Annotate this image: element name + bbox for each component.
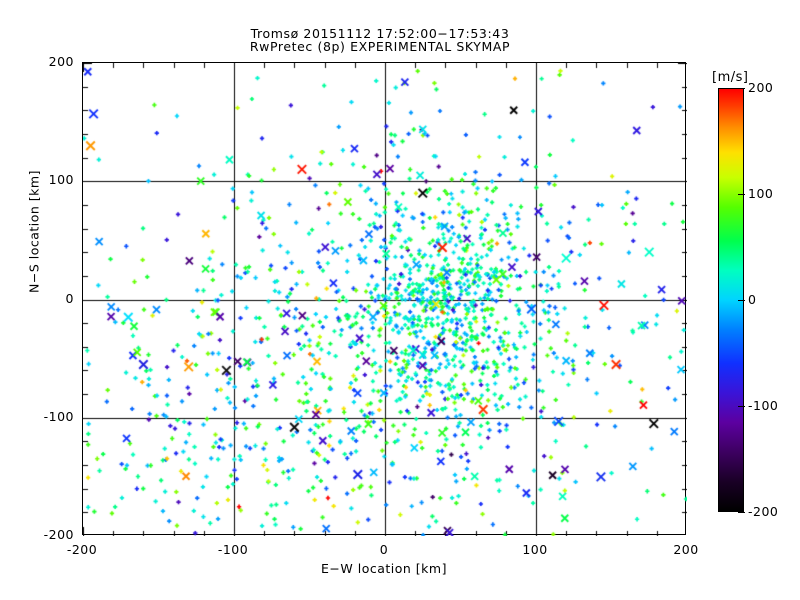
- title-line-1: Tromsø 20151112 17:52:00−17:53:43: [250, 26, 510, 41]
- scatter-plot-canvas: [83, 63, 687, 536]
- colorbar-tick-mark: [738, 88, 745, 89]
- x-tick-label: 200: [673, 542, 699, 557]
- colorbar-tick-mark: [738, 406, 745, 407]
- title-line-2: RwPretec (8p) EXPERIMENTAL SKYMAP: [249, 39, 511, 54]
- plot-area: [82, 62, 687, 536]
- colorbar-tick-label: 200: [748, 80, 774, 95]
- colorbar-tick-mark: [738, 512, 745, 513]
- x-tick-label: -100: [217, 542, 249, 557]
- x-tick-label: 0: [379, 542, 389, 557]
- y-tick-label: -100: [43, 408, 74, 424]
- colorbar-tick-label: -200: [748, 504, 779, 519]
- x-tick-label: -200: [66, 542, 98, 557]
- colorbar-tick-label: 0: [748, 292, 757, 307]
- y-tick-label: 100: [48, 172, 74, 188]
- y-axis-title: N−S location [km]: [26, 170, 42, 293]
- colorbar-tick-label: 100: [748, 186, 774, 201]
- y-tick-label: -200: [43, 527, 74, 542]
- colorbar-tick-label: -100: [748, 398, 779, 413]
- chart-title: Tromsø 20151112 17:52:00−17:53:43 RwPret…: [0, 27, 760, 53]
- colorbar-tick-mark: [738, 300, 745, 301]
- colorbar-tick-mark: [738, 194, 745, 195]
- colorbar-unit-label: [m/s]: [712, 70, 749, 85]
- y-tick-label: 200: [48, 54, 74, 69]
- x-tick-label: 100: [522, 542, 548, 557]
- y-tick-label: 0: [65, 290, 74, 306]
- x-axis-title: E−W location [km]: [321, 561, 447, 576]
